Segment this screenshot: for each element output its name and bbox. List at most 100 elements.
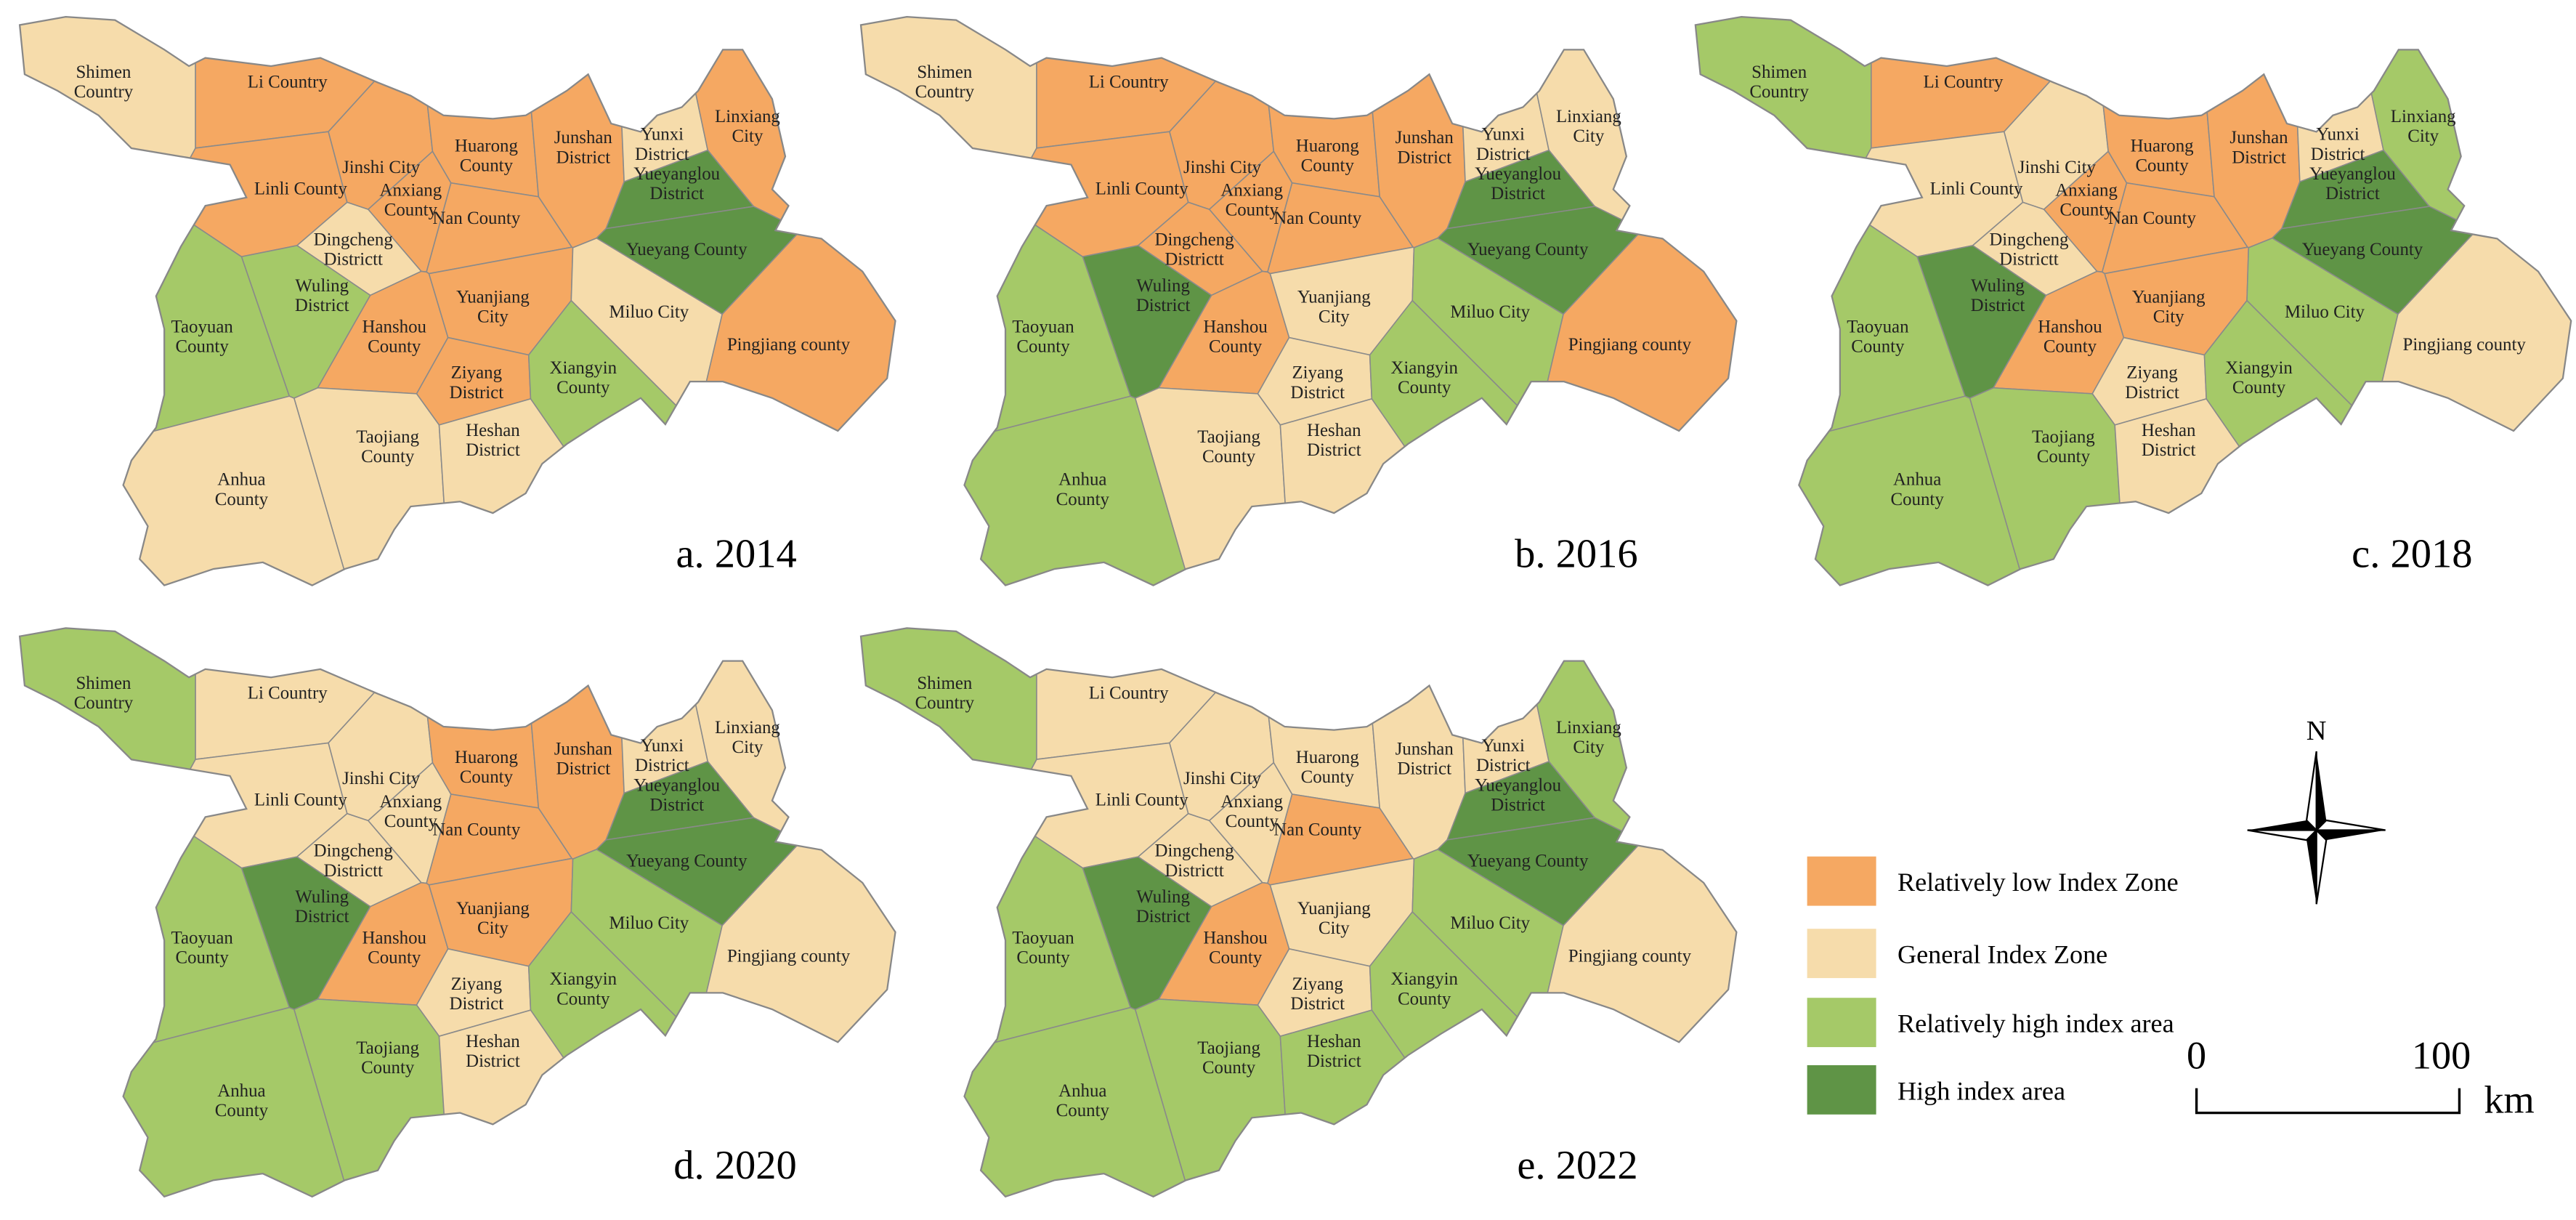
district-label-box: Ziyang District — [449, 974, 504, 1014]
district-label: Anxiang County — [379, 792, 442, 832]
scale-unit: km — [2484, 1078, 2534, 1122]
district-label: Anhua County — [214, 470, 269, 510]
district-label: Anxiang County — [1220, 181, 1284, 221]
district-label-box: Shimen Country — [915, 674, 975, 714]
district-label-box: Anhua County — [1891, 470, 1944, 509]
district-label: Ziyang District — [449, 974, 504, 1014]
district-area — [20, 395, 357, 586]
district-label-box: Nan County — [432, 820, 520, 840]
district-label: Dingcheng Districtt — [313, 841, 393, 881]
district-label-box: Linxiang City — [715, 718, 780, 759]
district-label-box: Junshan District — [554, 129, 612, 168]
district-label-box: Yueyanglou District — [1475, 776, 1561, 815]
map-panel: Shimen Country Li Country Linli CountyJins… — [18, 15, 896, 586]
district-label-box: Linli County — [1095, 791, 1188, 810]
district-label-box: Linli County — [254, 791, 347, 810]
district-label: Li Country — [247, 684, 328, 704]
district-label: Linli County — [254, 179, 347, 200]
district-label-box: Yunxi District — [635, 736, 689, 776]
scale-bar: 0 100 km — [2187, 1033, 2535, 1121]
district-label-box: Xiangyin County — [550, 970, 617, 1009]
legend-label: Relatively high index area — [1897, 1009, 2174, 1038]
district-label: Linxiang City — [715, 718, 780, 759]
district-label-box: Yuanjiang City — [2132, 288, 2206, 327]
district-label-box: Pingjiang county — [2402, 335, 2526, 355]
district-label: Linxiang City — [1555, 107, 1621, 147]
district-label: Hanshou County — [362, 317, 426, 357]
district-label: Li Country — [1088, 684, 1169, 704]
district-label: Li Country — [1923, 72, 2004, 93]
district-label: Wuling District — [1970, 276, 2025, 316]
district-label-box: Wuling District — [295, 276, 349, 315]
district-label-box: Linxiang City — [2391, 107, 2456, 146]
district-label: Dingcheng Districtt — [1154, 841, 1234, 881]
district-label: Yuanjiang City — [1297, 899, 1371, 939]
district-label: Yueyang County — [1467, 240, 1589, 260]
district-label: Jinshi City — [342, 158, 421, 178]
district-label-box: Taojiang County — [1197, 1039, 1260, 1078]
district-label: Linli County — [1095, 179, 1188, 200]
district-label: Yuanjiang City — [455, 288, 530, 328]
district-label-box: Anhua County — [214, 470, 269, 510]
district-label-box: Junshan District — [1396, 740, 1454, 779]
district-label-box: Taoyuan County — [171, 318, 233, 357]
district-label-box: Li Country — [247, 684, 328, 704]
district-area — [1695, 17, 1872, 270]
district-label-box: Miluo City — [609, 913, 689, 934]
district-label-box: Yunxi District — [1476, 737, 1531, 776]
district-label-box: Li Country — [1088, 72, 1169, 93]
district-label-box: Linxiang City — [1555, 107, 1621, 147]
district-label: Li Country — [1088, 72, 1169, 93]
district-label: Pingjiang county — [2402, 335, 2526, 355]
district-label: Hanshou County — [1203, 929, 1268, 969]
district-label: Miluo City — [1450, 913, 1531, 934]
district-label: Yunxi District — [1475, 125, 1531, 165]
district-label: Jinshi City — [342, 769, 421, 790]
district-label-box: Xiangyin County — [2225, 358, 2293, 397]
district-label: Taoyuan County — [1847, 317, 1909, 357]
district-label: Dingcheng Districtt — [313, 230, 393, 270]
district-area — [861, 395, 1198, 586]
map-panel: Shimen Country Li Country Linli CountyJins… — [1694, 15, 2572, 586]
district-label-box: Anhua County — [215, 1082, 268, 1121]
district-label: Linxiang City — [1555, 718, 1621, 759]
district-label: Taojiang County — [356, 1038, 420, 1079]
map-panel: Shimen Country Li Country Linli CountyJins… — [859, 627, 1738, 1198]
district-label: Anhua County — [1056, 470, 1109, 510]
district-label-box: Nan County — [1273, 820, 1361, 840]
district-label: Huarong County — [454, 137, 518, 177]
district-label-box: Yueyang County — [626, 852, 748, 871]
district-label-box: Anxiang County — [1220, 181, 1284, 221]
district-label: Wuling District — [294, 887, 349, 927]
district-label: Yunxi District — [635, 736, 689, 776]
district-label-box: Miluo City — [1450, 302, 1531, 323]
district-label: Ziyang District — [1290, 363, 1345, 403]
district-label: Huarong County — [2130, 137, 2194, 177]
district-label: Miluo City — [1450, 302, 1531, 323]
district-label-box: Huarong County — [1296, 748, 1359, 787]
district-label: Taojiang County — [2032, 427, 2095, 467]
district-label-box: Ziyang District — [450, 363, 504, 403]
district-label-box: Taojiang County — [356, 427, 419, 466]
district-label-box: Nan County — [1273, 209, 1361, 229]
district-label: Taoyuan County — [1012, 317, 1074, 357]
district-label-box: Taoyuan County — [1847, 317, 1909, 357]
district-label: Jinshi City — [1183, 158, 1262, 178]
district-label: Xiangyin County — [1390, 358, 1458, 398]
district-label: Yueyanglou District — [1475, 164, 1562, 204]
legend-swatch — [1807, 998, 1876, 1048]
district-label-box: Junshan District — [1396, 129, 1454, 168]
district-area — [20, 1006, 357, 1197]
district-label-box: Hanshou County — [2038, 318, 2102, 357]
region-outline — [859, 627, 1738, 1198]
district-label-box: Jinshi City — [342, 158, 421, 178]
district-label: Pingjiang county — [726, 947, 851, 967]
district-label: Miluo City — [609, 913, 689, 934]
legend-swatch — [1807, 929, 1876, 979]
district-label: Yueyang County — [2301, 240, 2423, 260]
panel-label: b. 2016 — [1515, 532, 1638, 577]
district-label: Nan County — [2108, 209, 2196, 229]
district-label-box: Nan County — [2108, 209, 2196, 229]
region-outline — [18, 627, 896, 1198]
